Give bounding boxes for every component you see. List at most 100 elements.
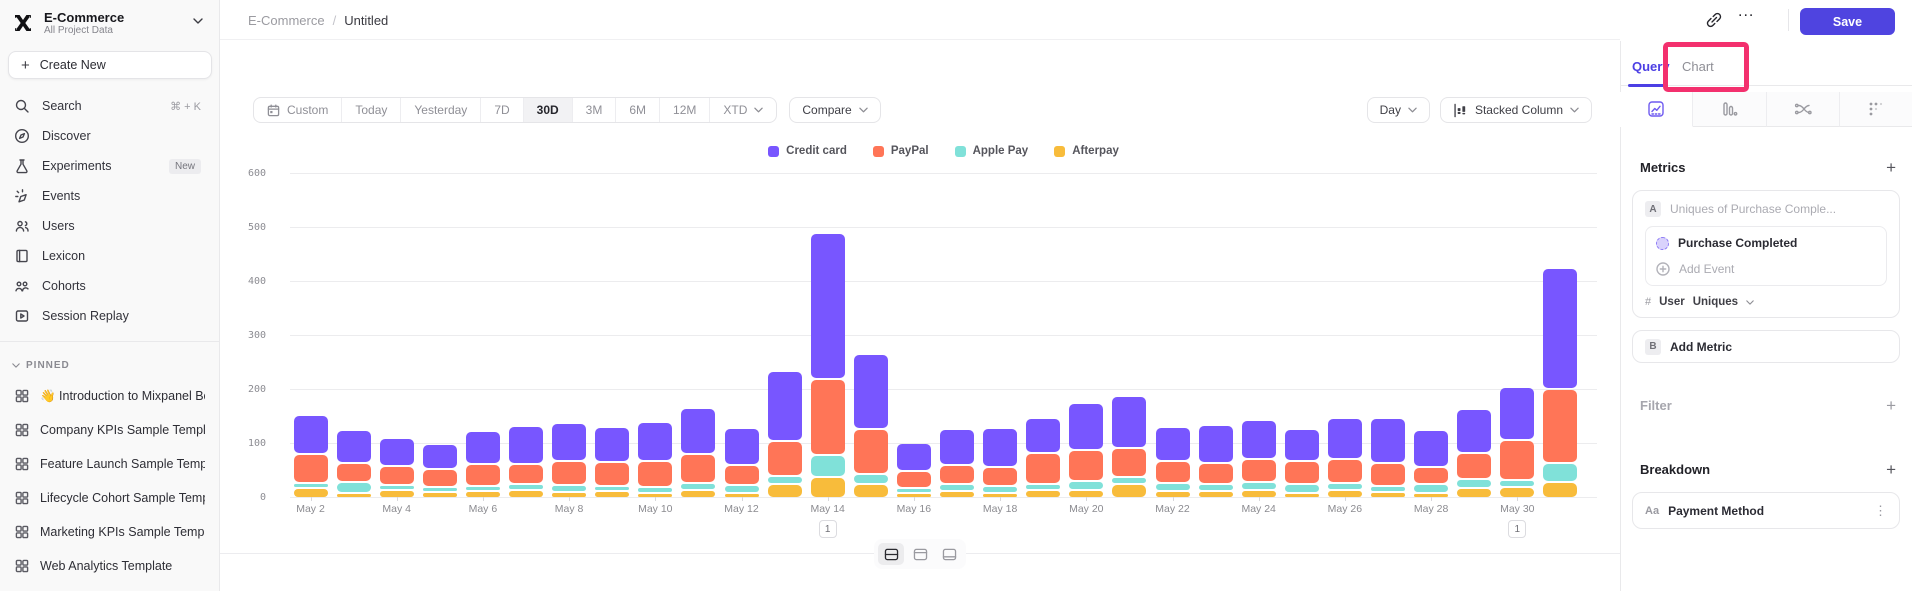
x-axis-tick bbox=[569, 497, 571, 501]
legend-item-apple-pay[interactable]: Apple Pay bbox=[954, 145, 1028, 157]
sidebar-item-session-replay[interactable]: Session Replay bbox=[0, 301, 219, 331]
bar-may-11[interactable] bbox=[681, 408, 716, 497]
legend-item-credit-card[interactable]: Credit card bbox=[768, 145, 847, 157]
range-button-xtd[interactable]: XTD bbox=[710, 98, 776, 122]
bar-may-3[interactable] bbox=[336, 430, 371, 497]
x-axis-tick bbox=[1000, 497, 1002, 501]
add-metric-plus-icon[interactable]: + bbox=[1886, 157, 1896, 177]
sidebar-item-cohorts[interactable]: Cohorts bbox=[0, 271, 219, 301]
breadcrumb-project[interactable]: E-Commerce bbox=[248, 12, 325, 28]
bar-may-9[interactable] bbox=[595, 428, 630, 497]
layout-top-button[interactable] bbox=[907, 543, 933, 565]
sidebar-item-events[interactable]: Events bbox=[0, 181, 219, 211]
bar-may-30[interactable] bbox=[1500, 387, 1535, 497]
bar-may-23[interactable] bbox=[1198, 426, 1233, 497]
bar-segment-credit-card bbox=[1112, 397, 1147, 448]
bar-segment-apple-pay bbox=[465, 486, 500, 490]
range-button-6m[interactable]: 6M bbox=[616, 98, 661, 122]
metric-a-name-input[interactable]: Uniques of Purchase Comple... bbox=[1670, 202, 1837, 216]
add-filter-plus-icon[interactable]: + bbox=[1886, 395, 1896, 415]
metric-card-b[interactable]: B Add Metric bbox=[1632, 330, 1900, 363]
pinned-section-toggle[interactable]: PINNED bbox=[0, 354, 219, 379]
add-event-row[interactable]: Add Event bbox=[1656, 256, 1876, 282]
measurement-row[interactable]: # User Uniques bbox=[1645, 296, 1887, 308]
bar-may-7[interactable] bbox=[509, 427, 543, 497]
bar-may-31[interactable] bbox=[1543, 268, 1578, 497]
bar-may-28[interactable] bbox=[1414, 430, 1449, 497]
bar-may-22[interactable] bbox=[1155, 428, 1190, 497]
range-button-yesterday[interactable]: Yesterday bbox=[401, 98, 482, 122]
bar-may-2[interactable] bbox=[293, 415, 328, 497]
bar-may-29[interactable] bbox=[1457, 409, 1492, 497]
bar-may-26[interactable] bbox=[1327, 419, 1362, 497]
sidebar-item-users[interactable]: Users bbox=[0, 211, 219, 241]
bar-may-12[interactable] bbox=[724, 428, 759, 497]
layout-bottom-button[interactable] bbox=[936, 543, 962, 565]
bar-may-25[interactable] bbox=[1284, 429, 1319, 497]
tab-insights[interactable] bbox=[1620, 92, 1694, 127]
more-options-button[interactable]: ... bbox=[1738, 3, 1755, 20]
pinned-board-label: Web Analytics Template bbox=[40, 559, 173, 573]
bar-may-5[interactable] bbox=[422, 445, 457, 497]
event-row[interactable]: Purchase Completed bbox=[1656, 230, 1876, 256]
bar-may-24[interactable] bbox=[1241, 421, 1276, 497]
pinned-board-item[interactable]: Feature Launch Sample Templa bbox=[0, 447, 219, 481]
bar-segment-apple-pay bbox=[767, 477, 802, 484]
pinned-board-label: Marketing KPIs Sample Templat bbox=[40, 525, 205, 539]
tab-funnels[interactable] bbox=[1693, 92, 1767, 127]
range-button-30d[interactable]: 30D bbox=[523, 98, 573, 122]
kebab-menu-icon[interactable]: ⋮ bbox=[1874, 502, 1887, 518]
chart-annotation-badge[interactable]: 1 bbox=[1508, 520, 1527, 538]
pinned-board-item[interactable]: Web Analytics Template bbox=[0, 549, 219, 583]
save-button[interactable]: Save bbox=[1800, 8, 1895, 35]
pinned-board-item[interactable]: 👋 Introduction to Mixpanel Bo bbox=[0, 379, 219, 413]
bar-may-6[interactable] bbox=[465, 432, 500, 497]
bar-segment-credit-card bbox=[1543, 268, 1578, 389]
pinned-board-item[interactable]: Marketing KPIs Sample Templat bbox=[0, 515, 219, 549]
compare-button[interactable]: Compare bbox=[789, 97, 881, 123]
bar-may-4[interactable] bbox=[379, 438, 414, 497]
range-button-custom[interactable]: Custom bbox=[254, 98, 343, 122]
bar-may-18[interactable] bbox=[983, 429, 1018, 497]
range-button-today[interactable]: Today bbox=[342, 98, 402, 122]
breadcrumb-report-title[interactable]: Untitled bbox=[344, 12, 389, 28]
project-switcher[interactable]: E-Commerce All Project Data bbox=[0, 0, 219, 46]
granularity-dropdown[interactable]: Day bbox=[1366, 97, 1430, 123]
chart-annotation-badge[interactable]: 1 bbox=[818, 520, 837, 538]
gridline bbox=[290, 173, 1597, 174]
copy-link-icon[interactable] bbox=[1703, 9, 1725, 31]
tab-chart[interactable]: Chart bbox=[1682, 58, 1714, 74]
sidebar-item-lexicon[interactable]: Lexicon bbox=[0, 241, 219, 271]
range-button-3m[interactable]: 3M bbox=[573, 98, 617, 122]
tab-retention[interactable] bbox=[1839, 92, 1912, 127]
bar-may-14[interactable] bbox=[810, 234, 845, 497]
add-breakdown-plus-icon[interactable]: + bbox=[1886, 459, 1896, 479]
sidebar-item-experiments[interactable]: Experiments New bbox=[0, 151, 219, 181]
legend-item-afterpay[interactable]: Afterpay bbox=[1054, 145, 1119, 157]
bar-may-15[interactable] bbox=[853, 355, 888, 497]
chart-type-dropdown[interactable]: Stacked Column bbox=[1439, 97, 1592, 123]
bar-may-19[interactable] bbox=[1026, 419, 1061, 497]
bar-may-27[interactable] bbox=[1371, 419, 1405, 497]
breakdown-card[interactable]: Aa Payment Method ⋮ bbox=[1632, 492, 1900, 529]
sidebar-item-search[interactable]: Search ⌘ + K bbox=[0, 91, 219, 121]
sidebar-item-discover[interactable]: Discover bbox=[0, 121, 219, 151]
range-button-12m[interactable]: 12M bbox=[660, 98, 711, 122]
bar-may-16[interactable] bbox=[896, 444, 931, 497]
bar-may-8[interactable] bbox=[552, 423, 587, 497]
legend-item-paypal[interactable]: PayPal bbox=[872, 145, 929, 157]
bar-may-10[interactable] bbox=[638, 423, 673, 497]
bar-may-13[interactable] bbox=[767, 371, 802, 497]
range-button-7d[interactable]: 7D bbox=[481, 98, 524, 122]
layout-split-button[interactable] bbox=[878, 543, 904, 565]
bar-segment-credit-card bbox=[983, 429, 1018, 466]
bar-may-17[interactable] bbox=[940, 429, 974, 497]
pinned-board-item[interactable]: Company KPIs Sample Templat bbox=[0, 413, 219, 447]
tab-query[interactable]: Query bbox=[1632, 58, 1670, 74]
bar-may-20[interactable] bbox=[1069, 403, 1104, 497]
pinned-board-item[interactable]: Lifecycle Cohort Sample Temp bbox=[0, 481, 219, 515]
bar-may-21[interactable] bbox=[1112, 397, 1147, 497]
create-new-button[interactable]: + Create New bbox=[8, 51, 212, 79]
tab-flows[interactable] bbox=[1766, 92, 1840, 127]
metric-card-a[interactable]: A Uniques of Purchase Comple... Purchase… bbox=[1632, 190, 1900, 318]
